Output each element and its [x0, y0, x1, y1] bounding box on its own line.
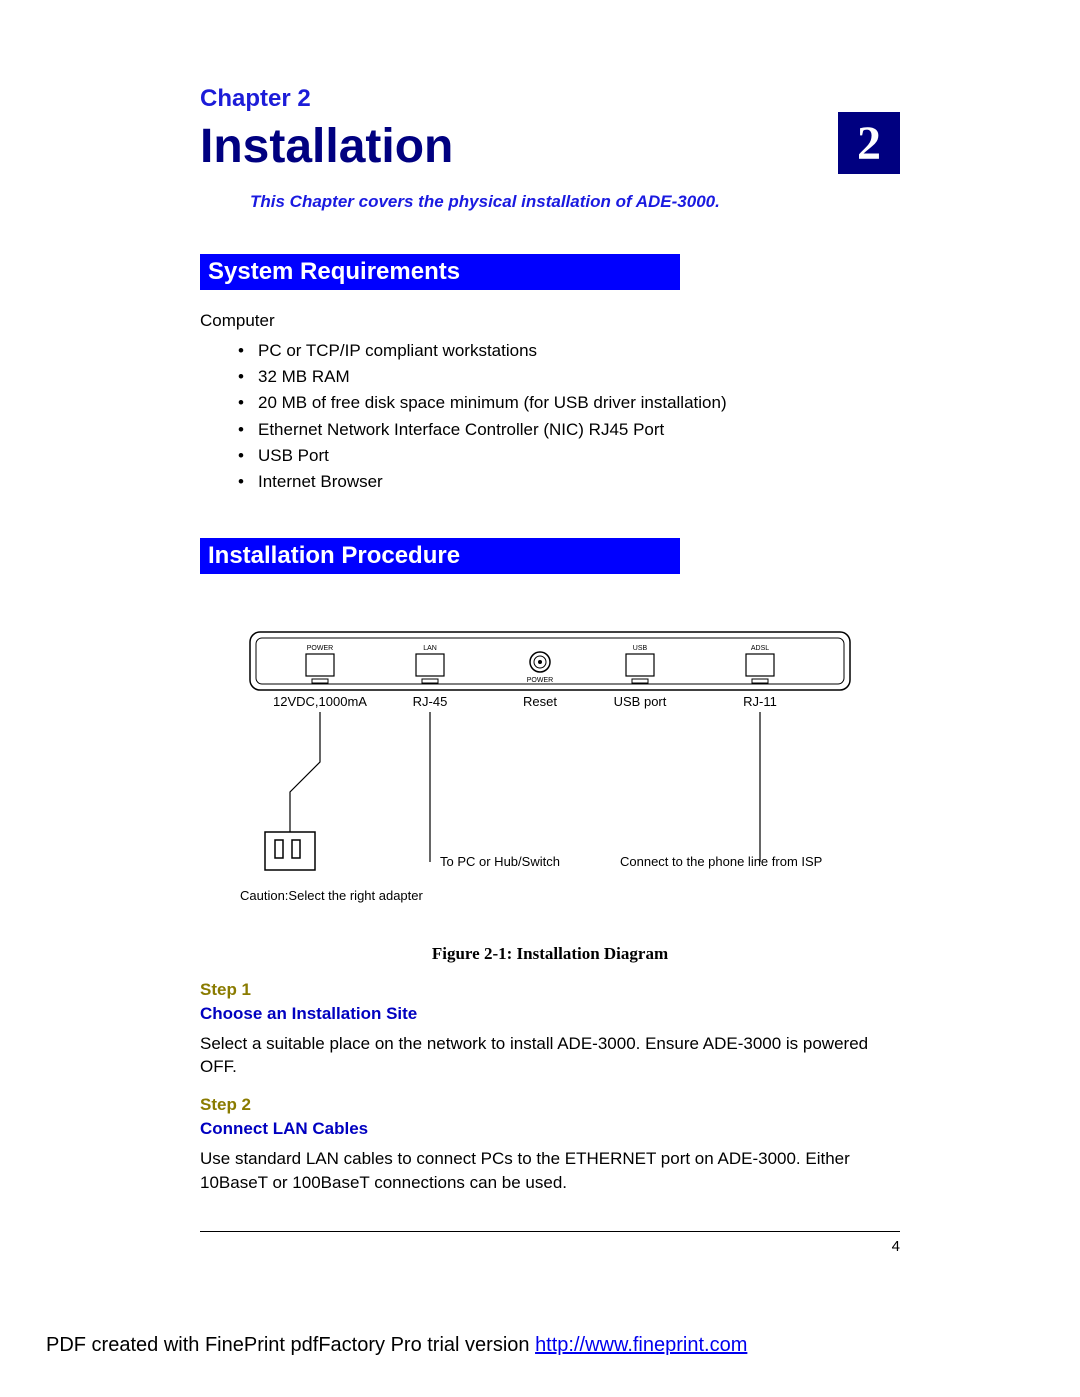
list-item: Ethernet Network Interface Controller (N…	[238, 417, 900, 443]
port-bottom-label: USB port	[614, 694, 667, 709]
list-item: 32 MB RAM	[238, 364, 900, 390]
port-bottom-label: Reset	[523, 694, 557, 709]
list-item: 20 MB of free disk space minimum (for US…	[238, 390, 900, 416]
section-heading-procedure: Installation Procedure	[200, 538, 680, 574]
diagram-caution: Caution:Select the right adapter	[240, 888, 424, 903]
step-title: Connect LAN Cables	[200, 1119, 900, 1139]
figure-caption: Figure 2-1: Installation Diagram	[200, 944, 900, 964]
pdf-footer-link[interactable]: http://www.fineprint.com	[535, 1334, 747, 1356]
port-top-label: LAN	[423, 645, 437, 652]
page: Chapter 2 Installation 2 This Chapter co…	[0, 0, 1080, 1397]
port-bottom-label: RJ-45	[413, 694, 448, 709]
chapter-subtitle: This Chapter covers the physical install…	[250, 192, 900, 212]
pdf-footer-text: PDF created with FinePrint pdfFactory Pr…	[46, 1334, 535, 1356]
requirements-list: PC or TCP/IP compliant workstations 32 M…	[200, 338, 900, 496]
port-top-label: ADSL	[751, 645, 769, 652]
list-item: Internet Browser	[238, 469, 900, 495]
chapter-heading-block: Chapter 2 Installation	[200, 85, 453, 174]
list-item: USB Port	[238, 443, 900, 469]
step-label: Step 1	[200, 980, 900, 1000]
section-heading-requirements: System Requirements	[200, 254, 680, 290]
requirements-lead: Computer	[200, 308, 900, 334]
diagram-note: To PC or Hub/Switch	[440, 854, 560, 869]
step-body: Select a suitable place on the network t…	[200, 1032, 900, 1080]
pdf-footer: PDF created with FinePrint pdfFactory Pr…	[46, 1334, 747, 1357]
step-body: Use standard LAN cables to connect PCs t…	[200, 1147, 900, 1195]
chapter-number-badge: 2	[838, 112, 900, 174]
chapter-header: Chapter 2 Installation 2	[200, 85, 900, 174]
installation-diagram: POWER 12VDC,1000mA LAN RJ-45 POWER Reset…	[200, 622, 900, 932]
port-top-label: POWER	[307, 645, 333, 652]
step-label: Step 2	[200, 1095, 900, 1115]
port-bottom-label: 12VDC,1000mA	[273, 694, 367, 709]
footer-rule	[200, 1231, 900, 1232]
step-title: Choose an Installation Site	[200, 1004, 900, 1024]
page-number: 4	[200, 1238, 900, 1255]
port-top-label: USB	[633, 645, 648, 652]
port-sub-label: POWER	[527, 677, 553, 684]
chapter-title: Installation	[200, 119, 453, 174]
list-item: PC or TCP/IP compliant workstations	[238, 338, 900, 364]
port-bottom-label: RJ-11	[743, 694, 777, 709]
chapter-label: Chapter 2	[200, 85, 453, 113]
diagram-svg: POWER 12VDC,1000mA LAN RJ-45 POWER Reset…	[230, 622, 870, 932]
diagram-note: Connect to the phone line from ISP	[620, 854, 822, 869]
